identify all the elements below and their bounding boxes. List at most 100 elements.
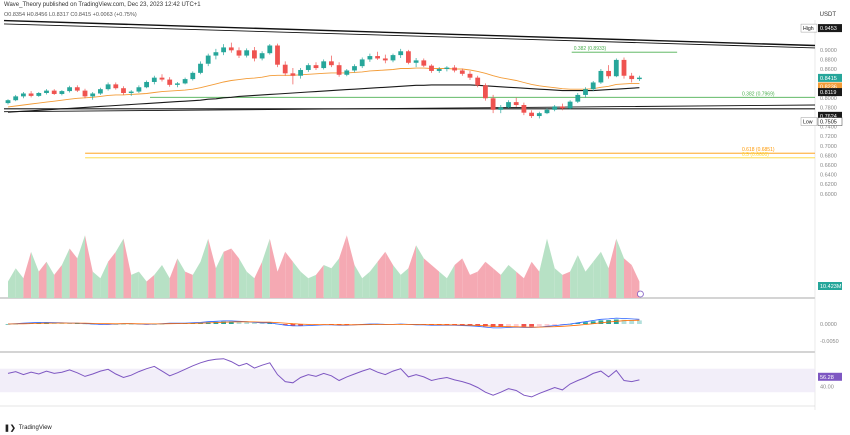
volume-segment [323, 265, 332, 298]
fib-618-label: 0.618 (0.6851) [742, 147, 775, 153]
candle-body [190, 72, 196, 80]
candle-body [167, 79, 173, 85]
rsi-last-label: 56.28 [820, 375, 834, 381]
volume-segment [570, 255, 578, 298]
volume-segment [100, 261, 109, 298]
volume-segment [231, 248, 239, 298]
candle-body [459, 70, 465, 74]
price-axis-tick: 0.6000 [820, 192, 837, 198]
candle-body [629, 75, 635, 80]
volume-marker-icon [637, 290, 644, 298]
upper-trendline [3, 19, 816, 47]
candle-body [567, 101, 573, 109]
volume-segment [31, 251, 39, 298]
candle-body [606, 70, 611, 77]
volume-segment [369, 261, 378, 298]
price-axis-tick: 0.8000 [820, 96, 837, 102]
macd-histogram-bar [452, 324, 457, 325]
volume-segment [277, 251, 286, 298]
candle-body [329, 61, 334, 66]
candle-body [259, 53, 265, 59]
macd-histogram-bar [228, 321, 234, 324]
volume-segment [631, 265, 640, 298]
volume-last-box [818, 282, 842, 290]
macd-histogram-bar [5, 324, 11, 325]
macd-histogram-bar [506, 324, 511, 327]
candle-body [59, 91, 65, 94]
macd-histogram-bar [598, 320, 604, 324]
volume-last-label: 10.423M [820, 284, 842, 290]
volume-segment [316, 265, 324, 298]
candle-body [413, 60, 419, 63]
candle-body [313, 65, 319, 69]
candle-body [390, 55, 396, 61]
candle-body [36, 93, 42, 96]
volume-segment [539, 238, 547, 298]
candle-body [182, 79, 188, 84]
candle-body [621, 59, 627, 76]
volume-segment [331, 258, 340, 298]
volume-segment [285, 251, 293, 298]
candle-body [98, 89, 103, 94]
volume-segment [15, 268, 24, 298]
macd-histogram-bar [513, 324, 519, 327]
ema-short-line [7, 67, 640, 108]
volume-segment [554, 268, 563, 298]
candle-body [444, 67, 450, 70]
volume-segment [423, 258, 432, 298]
volume-segment [585, 261, 594, 298]
macd-histogram-bar [267, 323, 273, 324]
volume-segment [223, 248, 232, 298]
volume-segment [154, 265, 162, 298]
candle-body [51, 90, 57, 94]
candle-body [298, 69, 303, 76]
candle-body [352, 66, 357, 71]
candle-body [198, 63, 203, 73]
candle-body [429, 65, 434, 71]
volume-segment [8, 268, 16, 298]
candle-body [205, 55, 211, 64]
volume-segment [339, 235, 347, 298]
volume-segment [608, 238, 617, 298]
label-low: 0.7505 [820, 120, 837, 126]
label-ema-short: 0.8236 [820, 84, 837, 90]
macd-axis-tick: 0.0000 [820, 322, 837, 328]
candle-body [375, 56, 380, 59]
candle-body [521, 105, 527, 113]
ema-long-line [7, 84, 640, 113]
volume-segment [516, 271, 524, 298]
macd-histogram-bar [529, 324, 534, 327]
volume-segment [439, 271, 447, 298]
price-axis-tick: 0.6800 [820, 153, 837, 159]
label-high-prefix: High [803, 26, 814, 32]
label-high: 0.9453 [820, 26, 837, 32]
macd-histogram-bar [590, 321, 596, 324]
rsi-last-box [818, 372, 842, 381]
volume-segment [215, 251, 224, 298]
candle-body [28, 93, 34, 96]
volume-segment [177, 258, 186, 298]
candle-body [467, 73, 473, 78]
candles-group [5, 42, 642, 119]
macd-histogram-bar [67, 323, 72, 324]
volume-segment [192, 261, 201, 298]
candle-body [105, 84, 111, 90]
fib-382-upper-label: 0.382 (0.8933) [574, 46, 607, 52]
volume-segment [185, 271, 193, 298]
candle-body [452, 67, 457, 71]
volume-segment [531, 261, 540, 298]
chart-header-title: Wave_Theory published on TradingView.com… [4, 2, 201, 8]
label-ema-long: 0.8119 [820, 90, 836, 96]
footer-brand-label: TradingView [18, 425, 52, 431]
volume-segment [246, 271, 255, 298]
label-high-prefix-box [800, 23, 818, 33]
candle-body [475, 77, 481, 86]
candle-body [74, 87, 80, 91]
candle-body [175, 83, 180, 85]
macd-histogram-bar [629, 320, 635, 324]
price-axis-tick: 0.7200 [820, 134, 837, 140]
candle-body [90, 93, 96, 97]
volume-segment [162, 265, 170, 298]
